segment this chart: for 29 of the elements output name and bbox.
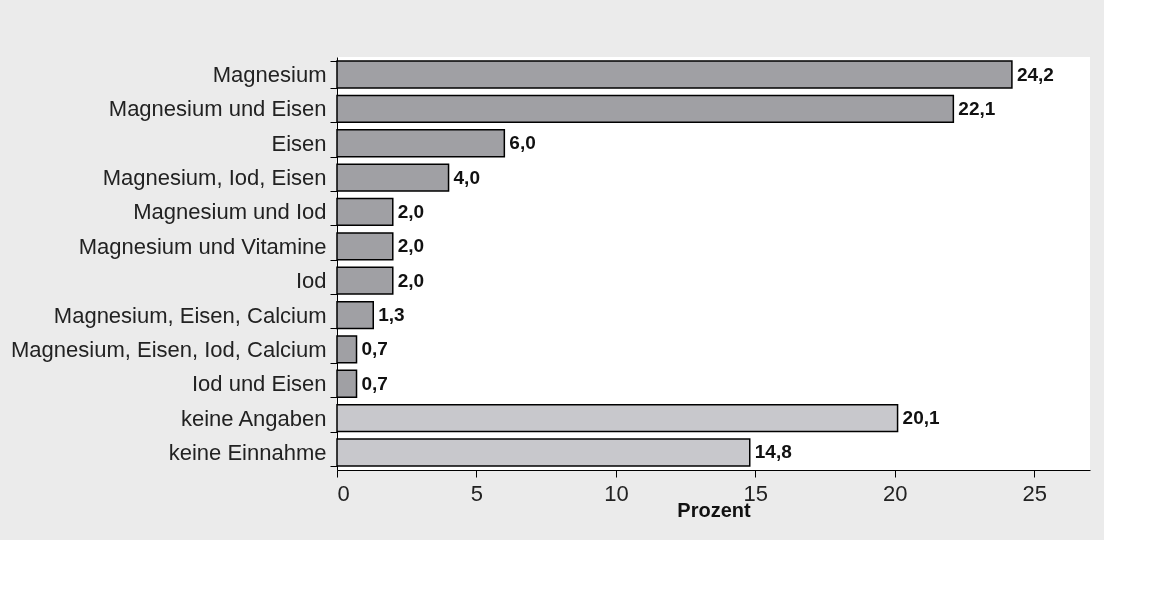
- y-tick-label: Eisen: [271, 130, 327, 156]
- data-label: 1,3: [378, 304, 405, 326]
- data-label: 4,0: [453, 166, 480, 188]
- y-tick-label: keine Angaben: [180, 405, 327, 431]
- data-label: 0,7: [361, 372, 388, 394]
- x-tick-label: 5: [470, 480, 484, 506]
- data-label: 24,2: [1016, 63, 1054, 85]
- y-tick-label: Magnesium und Iod: [133, 199, 327, 225]
- y-tick-label: Magnesium, Iod, Eisen: [102, 165, 327, 191]
- data-label: 22,1: [958, 97, 996, 119]
- x-tick-label: 0: [337, 480, 350, 506]
- data-label: 6,0: [509, 132, 536, 154]
- data-label: 20,1: [902, 407, 940, 429]
- x-tick-label: 20: [883, 480, 908, 506]
- data-label: 14,8: [754, 441, 792, 463]
- y-tick-label: Iod: [295, 268, 327, 294]
- data-label: 2,0: [397, 269, 425, 291]
- y-tick-label: Magnesium, Eisen, Iod, Calcium: [11, 336, 327, 362]
- x-tick-label: 10: [604, 480, 629, 506]
- y-tick-label: keine Einnahme: [168, 439, 327, 465]
- y-tick-label: Magnesium: [212, 62, 327, 88]
- x-tick-label: 25: [1022, 480, 1047, 506]
- data-label: 0,7: [361, 338, 388, 360]
- y-tick-label: Iod und Eisen: [191, 371, 327, 397]
- data-label: 2,0: [397, 235, 425, 257]
- y-tick-label: Magnesium und Eisen: [108, 96, 327, 122]
- y-tick-label: Magnesium und Vitamine: [78, 233, 327, 259]
- data-label: 2,0: [397, 200, 425, 222]
- y-tick-label: Magnesium, Eisen, Calcium: [53, 302, 327, 328]
